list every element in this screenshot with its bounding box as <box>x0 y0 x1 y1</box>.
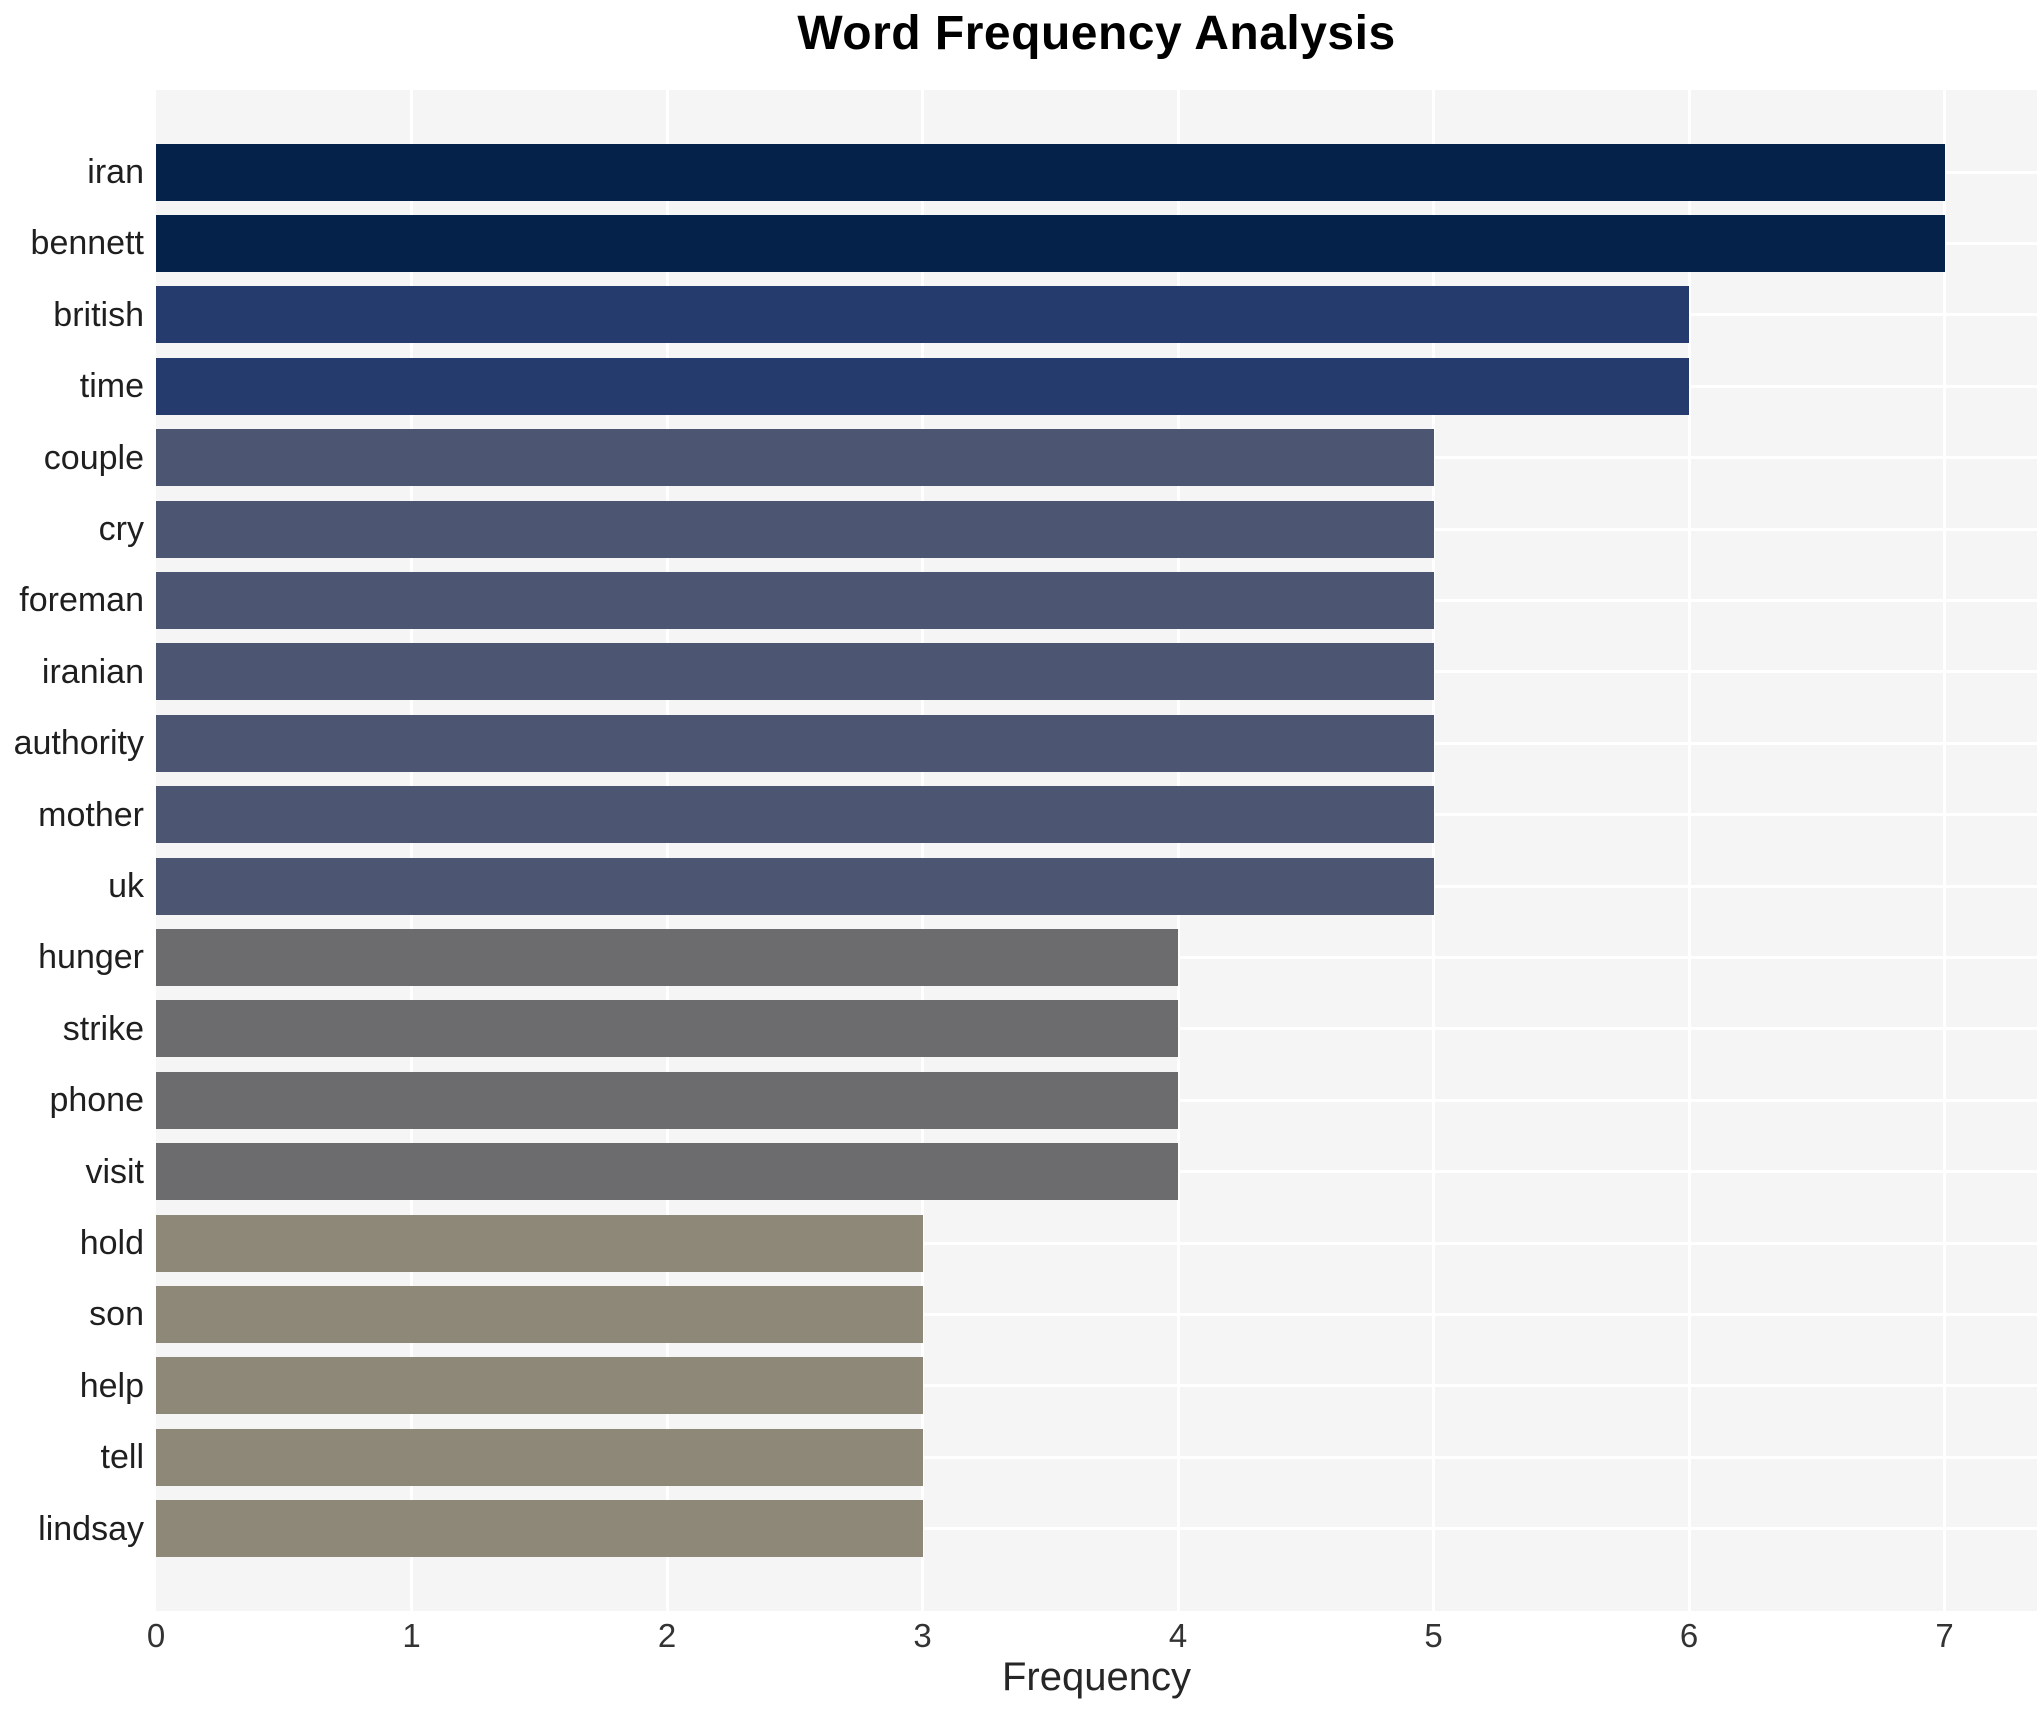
bar <box>156 1428 923 1486</box>
x-tick-label: 5 <box>1424 1617 1443 1654</box>
gridline-horizontal <box>156 1312 2037 1316</box>
category-label: mother <box>38 795 144 834</box>
category-label: british <box>53 295 144 334</box>
gridline-vertical <box>410 90 413 1611</box>
category-label: strike <box>62 1009 144 1048</box>
bar <box>156 1285 923 1343</box>
x-axis-title: Frequency <box>1002 1655 1191 1699</box>
category-label: uk <box>108 867 144 905</box>
gridline-vertical <box>1176 90 1180 1611</box>
bar <box>156 1000 1178 1058</box>
x-tick-label: 7 <box>1935 1617 1954 1654</box>
plot-area <box>156 90 2037 1611</box>
category-label: iran <box>87 153 144 191</box>
x-tick-label: 6 <box>1679 1617 1699 1654</box>
gridline-vertical <box>1432 90 1435 1611</box>
category-label: cry <box>98 510 144 548</box>
bar <box>156 500 1434 558</box>
category-label: hunger <box>38 938 144 977</box>
bar <box>156 928 1178 986</box>
bar <box>156 1357 923 1415</box>
bar <box>156 143 1945 201</box>
bar <box>156 286 1689 344</box>
gridline-horizontal <box>156 1241 2037 1245</box>
bar <box>156 1500 923 1558</box>
bar <box>156 1214 923 1272</box>
category-label: son <box>89 1295 144 1334</box>
bar <box>156 357 1689 415</box>
category-label: help <box>79 1366 144 1405</box>
gridline-horizontal <box>156 1455 2037 1459</box>
x-tick-label: 2 <box>657 1617 677 1654</box>
bar <box>156 1143 1178 1201</box>
category-label: authority <box>13 724 144 763</box>
bar <box>156 857 1434 915</box>
bar <box>156 571 1434 629</box>
gridline-vertical <box>921 90 924 1611</box>
bar <box>156 643 1434 701</box>
bar <box>156 1071 1178 1129</box>
x-tick-label: 0 <box>146 1617 166 1654</box>
gridline-vertical <box>1687 90 1691 1611</box>
gridline-horizontal <box>156 1527 2037 1531</box>
category-label: hold <box>79 1224 144 1262</box>
category-label: lindsay <box>38 1509 144 1548</box>
category-label: visit <box>85 1152 144 1191</box>
gridline-vertical <box>665 90 669 1611</box>
category-label: phone <box>49 1081 144 1120</box>
category-label: foreman <box>19 581 144 620</box>
category-label: couple <box>43 438 144 477</box>
x-tick-label: 1 <box>402 1617 421 1654</box>
gridline-horizontal <box>156 1384 2037 1388</box>
chart-title: Word Frequency Analysis <box>797 7 1396 60</box>
bar <box>156 429 1434 487</box>
bar <box>156 786 1434 844</box>
category-label: time <box>79 367 144 406</box>
category-label: iranian <box>41 652 144 691</box>
category-label: bennett <box>30 224 144 263</box>
bar <box>156 714 1434 772</box>
bar <box>156 214 1945 272</box>
gridline-vertical <box>1943 90 1946 1611</box>
x-tick-label: 4 <box>1168 1617 1188 1654</box>
category-label: tell <box>100 1438 144 1477</box>
x-tick-label: 3 <box>913 1617 932 1654</box>
